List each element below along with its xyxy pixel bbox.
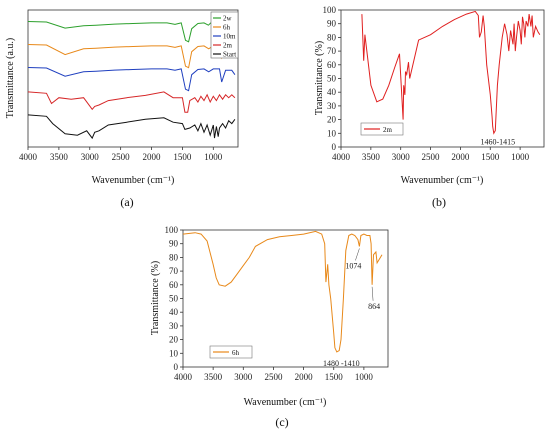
panel-b-annotations: 1460-1415 [481, 138, 516, 147]
series-line-start [27, 114, 236, 140]
panel-c-annotation: 864 [368, 302, 380, 311]
panel-c-label: (c) [275, 415, 288, 429]
panel-b-ytick-label: 50 [327, 74, 337, 84]
panel-b-xtick-label: 2500 [422, 152, 441, 162]
panel-b-ytick-label: 90 [327, 19, 337, 29]
panel-b-xtick-label: 3500 [362, 152, 381, 162]
panel-a-xtick-label: 4000 [19, 152, 38, 162]
panel-a-xtick-label: 1000 [204, 152, 223, 162]
panel-c-ytick-label: 70 [169, 266, 179, 276]
panel-a-label: (a) [120, 195, 133, 209]
panel-c-ticks: 4000 3500 3000 2500 2000 1500 1000 0 10 20 30 40 50 6… [165, 225, 374, 382]
panel-c-xtick-label: 1500 [325, 372, 344, 382]
panel-c-xtick-label: 2500 [264, 372, 283, 382]
panel-c-ytick-label: 100 [165, 225, 179, 235]
panel-b-ylabel: Transmittance (%) [314, 41, 325, 115]
panel-b-series-line [361, 10, 541, 135]
panel-b-ytick-label: 80 [327, 32, 337, 42]
panel-c-annotations: 1074 864 1480 -1410 [323, 248, 380, 368]
panel-c-ytick-label: 40 [169, 307, 179, 317]
panel-b: Transmittance (%) Wavenumber (cm⁻¹) (b) … [314, 5, 545, 209]
panel-a-ylabel: Transmittance (a.u.) [5, 38, 16, 118]
series-line-2w [27, 21, 236, 43]
series-line-10m [27, 67, 236, 92]
panel-c-ytick-label: 0 [174, 362, 179, 372]
panel-a-xtick-label: 1500 [173, 152, 192, 162]
panel-b-ytick-label: 10 [327, 128, 337, 138]
panel-a-lines [27, 21, 236, 140]
panel-c-xlabel: Wavenumber (cm⁻¹) [244, 397, 327, 408]
panel-b-lines [361, 10, 541, 135]
panel-a-xlabel: Wavenumber (cm⁻¹) [92, 175, 175, 186]
legend-label-6h: 6h [223, 24, 231, 32]
panel-a-xtick-label: 2500 [112, 152, 131, 162]
panel-b-ytick-label: 70 [327, 46, 337, 56]
panel-b-xtick-label: 1500 [481, 152, 500, 162]
panel-b-legend-label: 2m [383, 126, 393, 134]
panel-b-annotation: 1460-1415 [481, 138, 516, 147]
panel-c-annotation: 1480 -1410 [323, 359, 360, 368]
legend-label-2m: 2m [223, 42, 233, 50]
panel-a-ticks: 4000 3500 3000 2500 2000 1500 1000 [19, 147, 223, 162]
panel-c-ytick-label: 30 [169, 321, 179, 331]
panel-c-annotation: 1074 [345, 261, 361, 270]
panel-b-xtick-label: 1000 [511, 152, 530, 162]
panel-b-ytick-label: 60 [327, 60, 337, 70]
panel-b-xtick-label: 2000 [451, 152, 470, 162]
panel-c-xtick-label: 2000 [295, 372, 314, 382]
series-line-6h [27, 44, 236, 69]
panel-b-ytick-label: 40 [327, 87, 337, 97]
legend-label-start: Start [223, 51, 236, 59]
panel-c: Transmittance (%) Wavenumber (cm⁻¹) (c) … [150, 225, 389, 429]
panel-b-ytick-label: 20 [327, 115, 337, 125]
panel-b-legend-box [360, 122, 404, 136]
panel-c-ytick-label: 90 [169, 239, 179, 249]
panel-c-xtick-label: 1000 [355, 372, 374, 382]
panel-c-legend-label: 6h [232, 349, 240, 357]
panel-a-legend-box [210, 11, 239, 59]
panel-b-xlabel: Wavenumber (cm⁻¹) [401, 175, 484, 186]
panel-c-xtick-label: 4000 [174, 372, 193, 382]
panel-a-xtick-label: 3000 [81, 152, 100, 162]
panel-b-ticks: 4000 3500 3000 2500 2000 1500 1000 0 10 20 30 40 50 6… [323, 5, 530, 162]
legend-label-10m: 10m [223, 33, 236, 41]
panel-a-xtick-label: 2000 [143, 152, 162, 162]
panel-c-legend: 6h [209, 345, 253, 359]
panel-a-xtick-label: 3500 [50, 152, 69, 162]
legend-label-2w: 2w [223, 15, 233, 23]
panel-c-legend-box [209, 345, 253, 359]
panel-c-xtick-label: 3000 [234, 372, 253, 382]
panel-a-frame [27, 9, 239, 148]
panel-c-lines [182, 230, 383, 353]
panel-c-ytick-label: 20 [169, 335, 179, 345]
panel-b-ytick-label: 0 [332, 142, 337, 152]
panel-c-annotation-leader [371, 286, 374, 301]
panel-c-ytick-label: 10 [169, 348, 179, 358]
panel-a: Transmittance (a.u.) Wavenumber (cm⁻¹) (… [5, 9, 239, 209]
panel-b-legend: 2m [360, 122, 404, 136]
panel-c-ytick-label: 50 [169, 294, 179, 304]
panel-b-ytick-label: 30 [327, 101, 337, 111]
panel-c-ylabel: Transmittance (%) [150, 261, 161, 335]
panel-b-ytick-label: 100 [323, 5, 337, 15]
panel-c-ytick-label: 80 [169, 252, 179, 262]
panel-c-annotation-leader [355, 248, 360, 261]
series-line-2m [27, 91, 236, 113]
panel-c-series-line [182, 230, 383, 353]
panel-c-ytick-label: 60 [169, 280, 179, 290]
panel-c-xtick-label: 3500 [204, 372, 223, 382]
panel-b-label: (b) [432, 195, 446, 209]
panel-b-xtick-label: 4000 [332, 152, 351, 162]
panel-b-xtick-label: 3000 [392, 152, 411, 162]
